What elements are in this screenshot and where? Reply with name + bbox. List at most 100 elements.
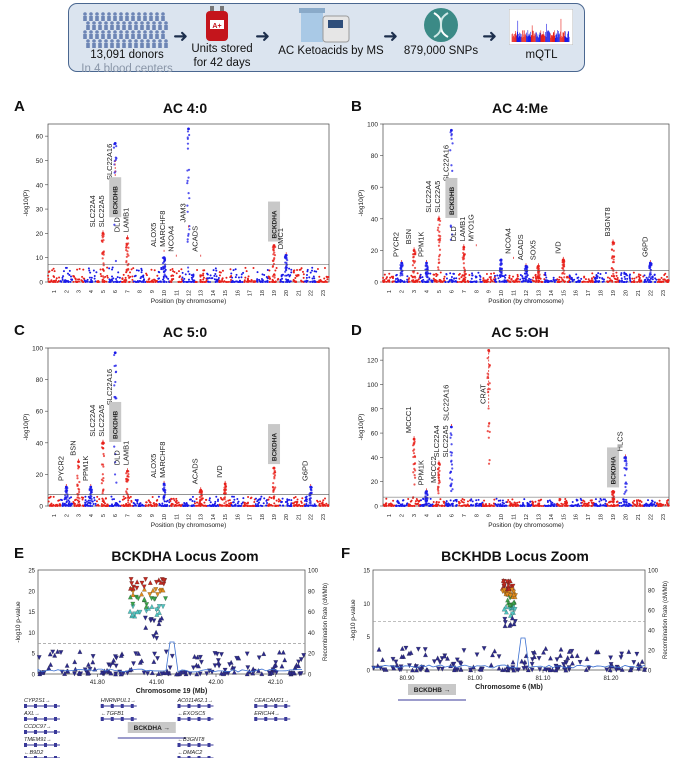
- snp-point: [78, 500, 81, 503]
- snp-point: [84, 504, 87, 507]
- x-tick-label: 81.10: [535, 676, 551, 682]
- snp-triangle: [408, 650, 414, 655]
- snp-point: [456, 280, 459, 283]
- snp-point: [419, 273, 422, 276]
- snp-point: [257, 504, 260, 507]
- plot-frame: [37, 569, 306, 675]
- snp-point: [233, 498, 236, 501]
- snp-point: [293, 496, 296, 499]
- snp-point: [199, 280, 202, 283]
- snp-point: [396, 499, 399, 502]
- x-axis-label: Chromosome 19 (Mb): [136, 688, 208, 695]
- donor-figure: [158, 21, 162, 25]
- gene-label: BSN: [404, 229, 413, 244]
- snp-point: [158, 504, 161, 507]
- y-axis-label: -log10(P): [358, 190, 365, 217]
- snp-triangle: [423, 652, 428, 658]
- snp-point: [127, 499, 130, 502]
- snp-point: [99, 273, 102, 276]
- snp-triangle: [529, 661, 535, 667]
- snp-point: [198, 502, 201, 505]
- peak-point: [76, 493, 79, 496]
- snp-point: [301, 497, 304, 500]
- y-axis-label: -log10 p-value: [15, 601, 22, 643]
- snp-point: [268, 269, 271, 272]
- snp-triangle: [554, 657, 560, 663]
- snp-triangle: [244, 671, 250, 677]
- snp-point: [416, 499, 419, 502]
- snp-triangle: [149, 604, 155, 609]
- snp-point: [570, 504, 573, 507]
- snp-point: [499, 503, 502, 506]
- snp-triangle: [250, 666, 256, 672]
- peak-point: [222, 497, 226, 500]
- snp-point: [489, 280, 492, 283]
- snp-triangle: [414, 667, 419, 673]
- snp-point: [228, 502, 231, 505]
- snp-point: [108, 504, 111, 507]
- snp-triangle: [626, 649, 632, 654]
- snp-point: [232, 504, 235, 507]
- snp-triangle: [261, 651, 267, 656]
- y2-tick-label: 40: [648, 629, 655, 635]
- x-tick-label: 14: [549, 514, 555, 520]
- y-tick-label: 0: [39, 280, 43, 287]
- peak-point: [102, 454, 106, 458]
- peak-point: [426, 497, 429, 500]
- peak-point: [399, 272, 402, 275]
- snp-point: [140, 269, 143, 272]
- snp-point: [458, 504, 461, 507]
- snp-point: [385, 504, 388, 507]
- snp-point: [269, 277, 272, 280]
- snp-point: [516, 273, 519, 276]
- x-tick-label: 12: [187, 514, 193, 520]
- y-tick-label: 40: [371, 216, 379, 223]
- snp-point: [282, 504, 285, 507]
- peak-point: [115, 481, 118, 484]
- snp-point: [410, 499, 413, 502]
- peak-point: [101, 490, 105, 493]
- snp-point: [578, 504, 581, 507]
- snp-point: [212, 269, 215, 272]
- snp-triangle: [151, 634, 157, 639]
- snp-point: [665, 280, 668, 283]
- snp-point: [87, 504, 90, 507]
- snp-point: [415, 498, 418, 501]
- gene-name: ←EXOSC5: [178, 711, 207, 717]
- peak-point: [451, 488, 454, 491]
- snp-triangle: [244, 651, 250, 657]
- peak-point: [624, 485, 627, 489]
- snp-point: [55, 277, 58, 280]
- snp-point: [590, 279, 593, 282]
- snp-point: [237, 504, 240, 507]
- peak-point: [273, 254, 277, 257]
- snp-triangle: [301, 653, 307, 658]
- step-donors: 13,091 donors In 4 blood centers: [75, 48, 179, 77]
- peak-point: [411, 444, 415, 447]
- y-tick-label: 25: [28, 569, 35, 575]
- x-tick-label: 17: [248, 514, 254, 520]
- peak-point: [112, 146, 116, 149]
- peak-point: [562, 265, 565, 268]
- snp-point: [129, 495, 132, 498]
- snp-point: [229, 268, 232, 271]
- snp-point: [294, 276, 297, 279]
- snp-point: [279, 278, 282, 281]
- x-tick-label: 2: [64, 290, 70, 293]
- snp-point: [323, 277, 326, 280]
- snp-point: [455, 504, 458, 507]
- x-tick-label: 5: [437, 514, 443, 517]
- peak-point: [450, 134, 453, 137]
- snp-point: [576, 277, 579, 280]
- donor-figure: [158, 25, 162, 30]
- snp-triangle: [135, 596, 141, 602]
- gene-exon: [177, 743, 181, 747]
- snp-triangle: [195, 654, 200, 660]
- donor-figure: [146, 21, 150, 25]
- snp-point: [305, 274, 308, 277]
- snp-point: [548, 280, 551, 283]
- snp-point: [53, 275, 56, 278]
- snp-point: [186, 504, 189, 507]
- snp-point: [653, 280, 656, 283]
- donor-figure: [119, 30, 123, 34]
